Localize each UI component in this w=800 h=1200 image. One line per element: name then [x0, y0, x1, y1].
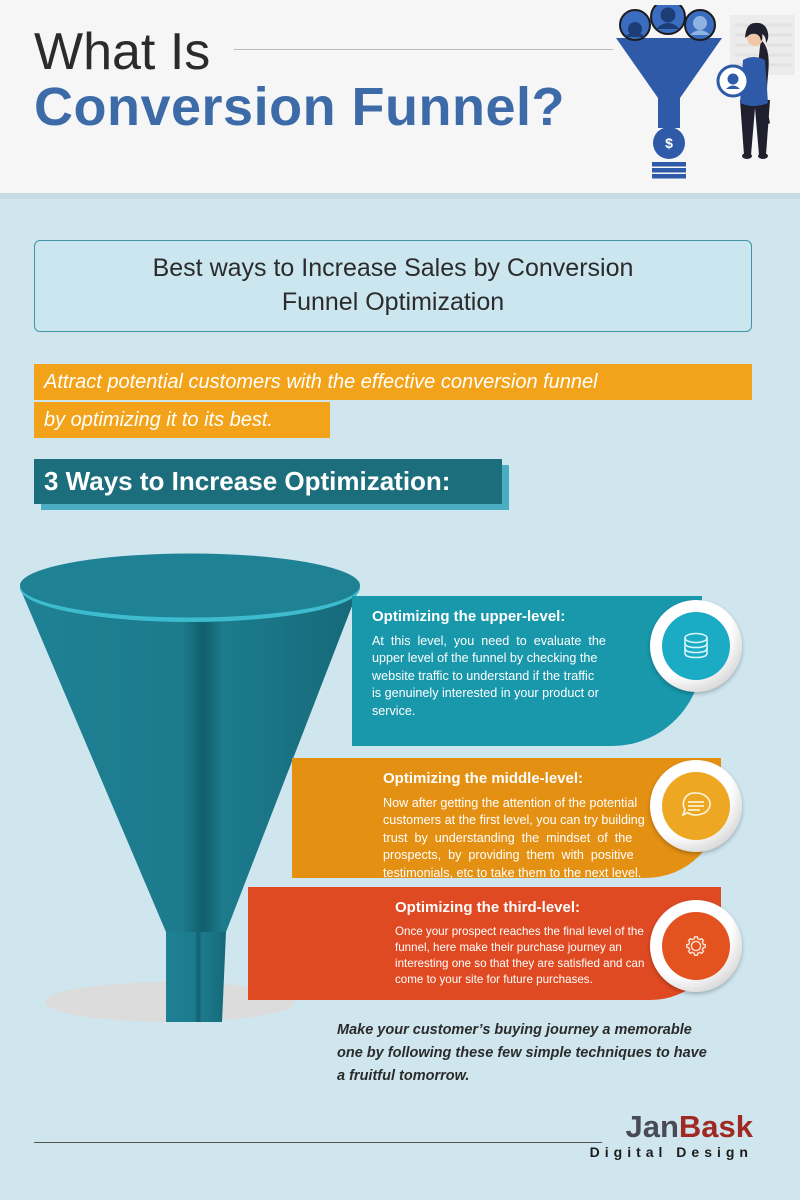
- svg-text:$: $: [665, 135, 673, 151]
